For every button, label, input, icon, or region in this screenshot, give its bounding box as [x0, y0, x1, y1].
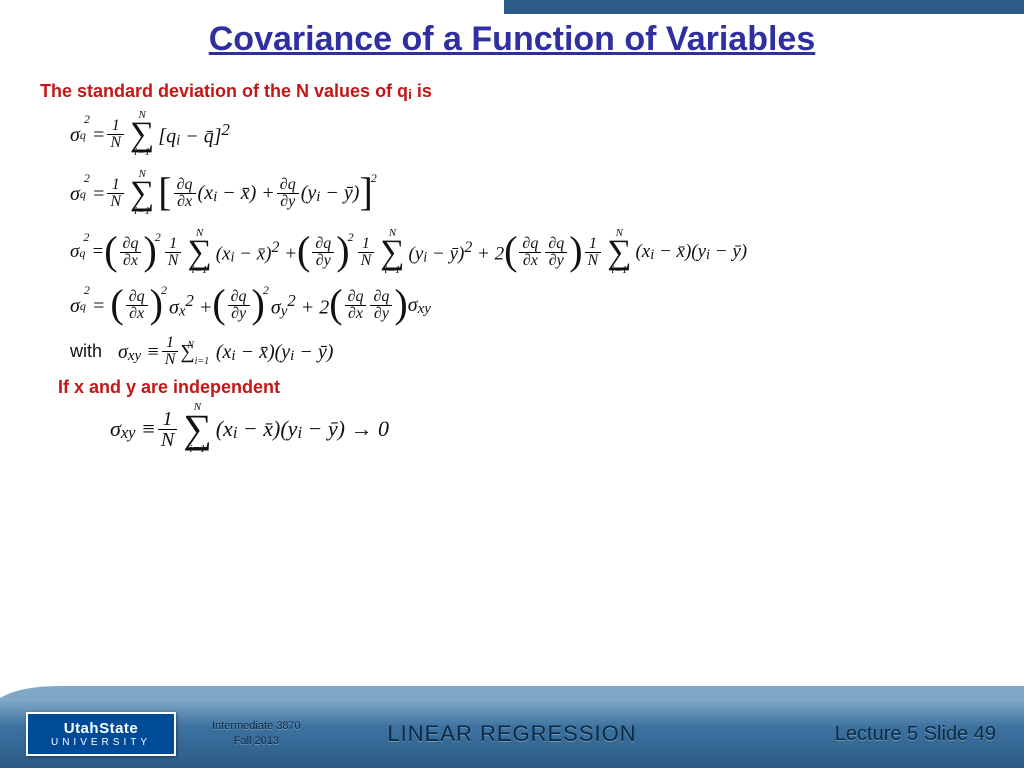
slide-content: The standard deviation of the N values o… [40, 78, 994, 455]
equation-row-4: σq2 = (∂q∂x)2 σx2 + (∂q∂y)2 σy2 + 2 (∂q∂… [70, 288, 994, 323]
eq1-tail: [qi − q̄]2 [158, 117, 230, 152]
equation-row-independent: σxy ≡ 1N N∑i=1 (xi − x̄)(yi − ȳ) → 0 [110, 403, 994, 455]
heading-independent: If x and y are independent [58, 374, 994, 401]
slide-title: Covariance of a Function of Variables [0, 20, 1024, 59]
top-accent-bar [504, 0, 1024, 14]
heading-std-dev: The standard deviation of the N values o… [40, 78, 994, 105]
equation-row-with: with σxy ≡ 1N ∑i=1N (xi − x̄)(yi − ȳ) [70, 335, 994, 368]
equation-row-2: σq2 = 1N N∑i=1 [ ∂q∂x (xi − x̄) + ∂q∂y (… [70, 170, 994, 217]
lecture-slide-number: Lecture 5 Slide 49 [835, 723, 996, 746]
equation-row-1: σq2 = 1N N∑i=1 [qi − q̄]2 [70, 111, 994, 158]
slide-footer: UtahState UNIVERSITY Intermediate 3870 F… [0, 700, 1024, 768]
equation-row-3: σq2 = (∂q∂x)2 1N N∑i=1 (xi − x̄)2 + (∂q∂… [70, 229, 994, 276]
